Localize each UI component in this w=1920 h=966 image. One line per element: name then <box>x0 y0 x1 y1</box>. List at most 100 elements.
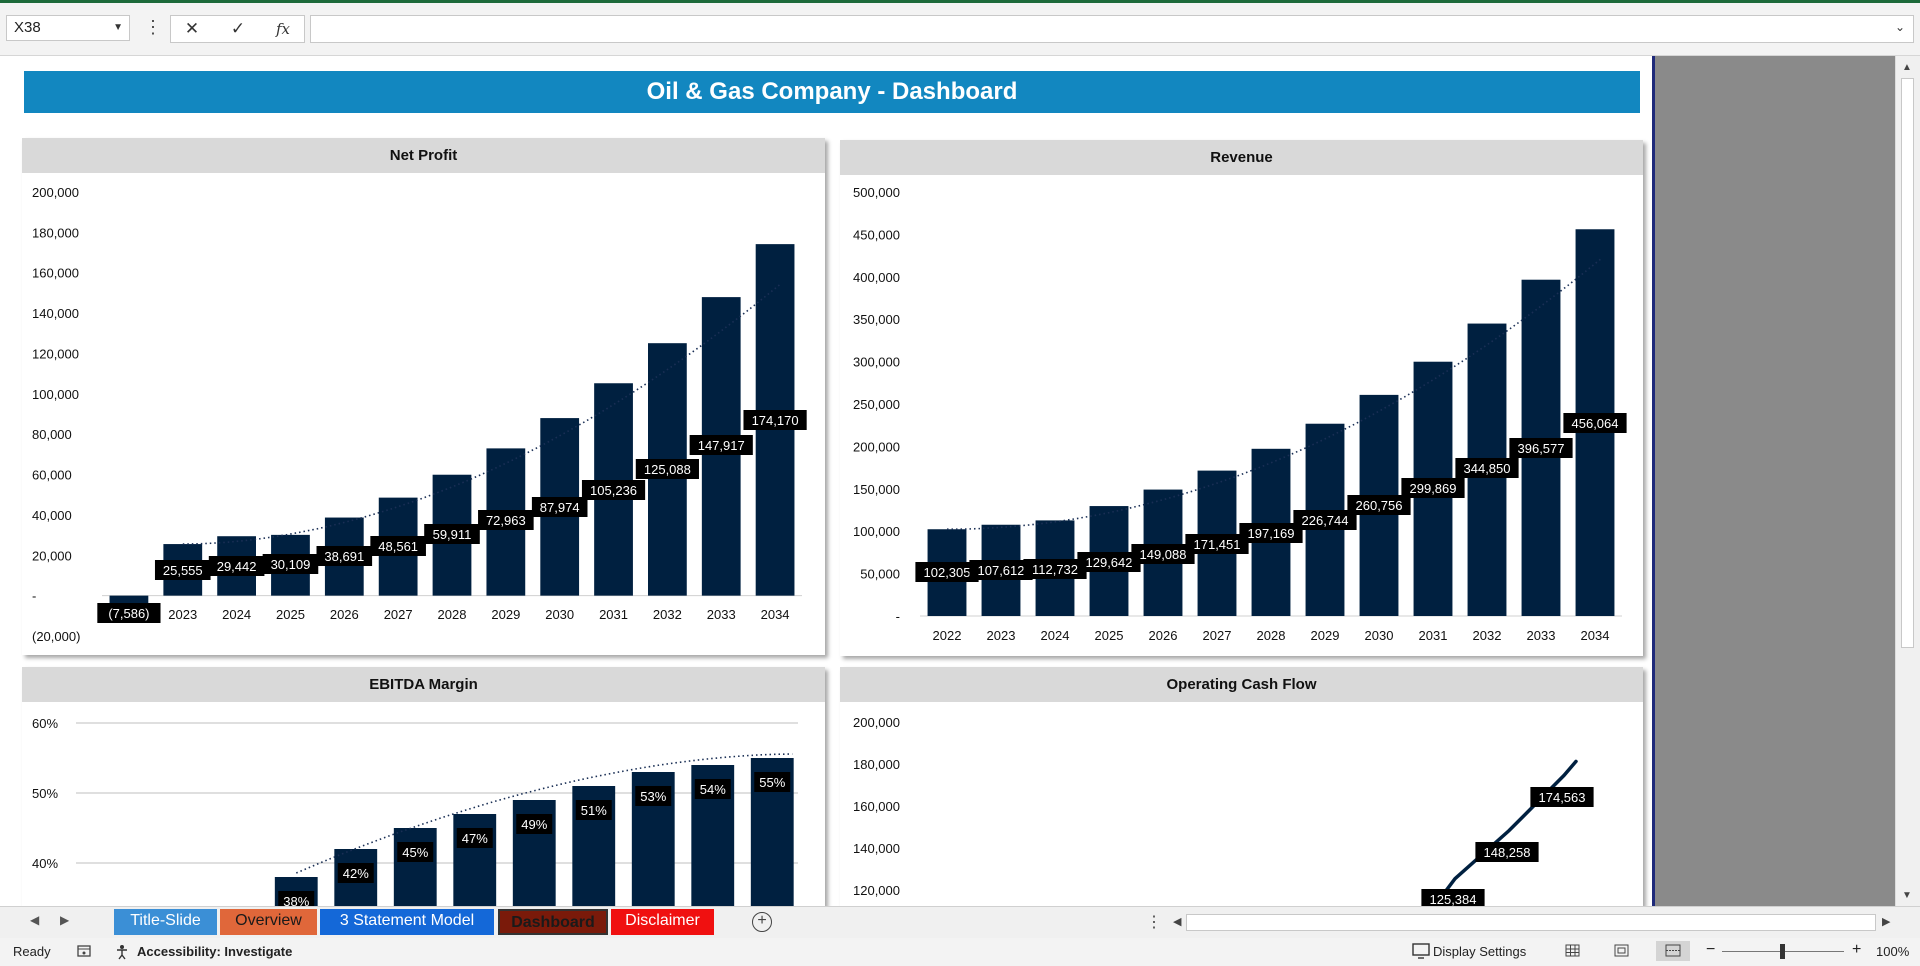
next-sheet-icon[interactable]: ▶ <box>60 913 70 927</box>
y-tick-label: 500,000 <box>853 185 900 200</box>
data-label: 107,612 <box>978 563 1025 578</box>
data-label-box <box>635 459 699 479</box>
data-label-box <box>516 814 553 834</box>
zoom-level[interactable]: 100% <box>1876 944 1910 959</box>
x-tick-label: 2026 <box>1149 628 1178 643</box>
scroll-thumb[interactable] <box>1186 914 1876 931</box>
y-tick-label: 200,000 <box>853 439 900 454</box>
y-tick-label: 60,000 <box>32 468 72 483</box>
y-tick-label: 300,000 <box>853 355 900 370</box>
trendline <box>182 283 782 545</box>
x-tick-label: 2023 <box>168 607 197 622</box>
ebitda-margin-chart[interactable]: EBITDA Margin 60% 50% 40% 38% 42% 45% 47% 49% 51… <box>22 667 825 906</box>
data-label: 59,911 <box>433 527 472 542</box>
data-label-box <box>575 800 612 820</box>
prev-sheet-icon[interactable]: ◀ <box>30 913 40 927</box>
chevron-down-icon[interactable]: ▼ <box>113 22 123 33</box>
scroll-thumb[interactable] <box>1901 78 1914 648</box>
tab-overview[interactable]: Overview <box>220 909 317 935</box>
revenue-plot: 500,000 450,000 400,000 350,000 300,000 250,0… <box>853 185 1627 643</box>
tab-dashboard[interactable]: Dashboard <box>498 909 608 935</box>
data-label: 226,744 <box>1302 513 1349 528</box>
data-label: 197,169 <box>1248 526 1295 541</box>
formula-buttons: ✕ ✓ fx <box>170 15 305 43</box>
data-label: 102,305 <box>924 565 971 580</box>
formula-input[interactable]: ⌄ <box>310 15 1914 43</box>
accessibility-status[interactable]: Accessibility: Investigate <box>137 944 293 959</box>
y-tick-label: 50,000 <box>860 567 900 582</box>
page-layout-view-icon[interactable] <box>1614 944 1630 961</box>
chart-title: Net Profit <box>22 138 825 173</box>
data-label-box <box>1530 787 1594 807</box>
display-settings[interactable]: Display Settings <box>1433 944 1527 959</box>
x-tick-label: 2033 <box>707 607 736 622</box>
data-label: 174,170 <box>752 413 799 428</box>
data-label: 53% <box>640 789 666 804</box>
data-label: 42% <box>343 866 369 881</box>
x-tick-label: 2034 <box>1581 628 1610 643</box>
accessibility-icon[interactable] <box>114 943 132 964</box>
chevron-down-icon[interactable]: ⌄ <box>1894 20 1905 34</box>
enter-icon[interactable]: ✓ <box>230 19 246 38</box>
more-options-icon[interactable]: ⋮ <box>1146 914 1162 931</box>
vertical-scrollbar[interactable]: ▲ ▼ <box>1895 56 1920 906</box>
tab-title-slide[interactable]: Title-Slide <box>114 909 217 935</box>
zoom-slider-thumb[interactable] <box>1780 944 1785 959</box>
y-tick-label: 40,000 <box>32 508 72 523</box>
data-label-box <box>262 554 319 574</box>
net-profit-chart[interactable]: Net Profit 200,000 180,000 160,000 140,000 1… <box>22 138 825 655</box>
data-label: 49% <box>521 817 547 832</box>
data-label-box <box>1455 458 1519 478</box>
trendline <box>946 258 1601 530</box>
x-tick-label: 2032 <box>1473 628 1502 643</box>
normal-view-icon[interactable] <box>1565 944 1581 961</box>
page-break-view-button[interactable] <box>1656 941 1690 961</box>
display-settings-icon[interactable] <box>1412 943 1430 962</box>
data-label: 396,577 <box>1518 441 1565 456</box>
x-tick-label: 2031 <box>599 607 628 622</box>
y-tick-label: 180,000 <box>32 225 79 240</box>
name-box[interactable]: X38 ▼ <box>6 15 130 41</box>
tab-3-statement-model[interactable]: 3 Statement Model <box>320 909 494 935</box>
data-label: 174,563 <box>1539 790 1586 805</box>
scroll-down-icon[interactable]: ▼ <box>1902 890 1912 901</box>
data-label-box <box>1023 559 1087 579</box>
macro-record-icon[interactable] <box>76 943 92 962</box>
scroll-left-icon[interactable]: ◀ <box>1173 916 1182 928</box>
data-label: 149,088 <box>1140 547 1187 562</box>
zoom-in-icon[interactable]: + <box>1852 941 1862 958</box>
data-label-box <box>1185 534 1249 554</box>
y-tick-label: 60% <box>32 716 58 731</box>
x-tick-label: 2032 <box>653 607 682 622</box>
cancel-icon[interactable]: ✕ <box>184 19 200 38</box>
chart-title: Revenue <box>840 140 1643 175</box>
zoom-out-icon[interactable]: − <box>1706 941 1716 958</box>
y-tick-label: 200,000 <box>32 185 79 200</box>
data-label: 112,732 <box>1032 562 1078 577</box>
data-label-box <box>581 480 646 500</box>
tab-disclaimer[interactable]: Disclaimer <box>611 909 714 935</box>
data-label: 55% <box>759 775 785 790</box>
add-sheet-icon[interactable]: + <box>752 912 772 932</box>
horizontal-scrollbar[interactable]: ◀ ▶ <box>1170 914 1892 932</box>
y-tick-label: 20,000 <box>32 548 72 563</box>
data-label: 260,756 <box>1356 498 1403 513</box>
y-tick-label: 140,000 <box>32 306 79 321</box>
data-label-box <box>635 786 672 806</box>
data-label: 344,850 <box>1464 461 1511 476</box>
trendline <box>295 753 793 874</box>
data-label-box <box>1475 842 1539 862</box>
scroll-up-icon[interactable]: ▲ <box>1902 62 1912 73</box>
more-options-icon[interactable]: ⋮ <box>144 17 162 37</box>
scroll-right-icon[interactable]: ▶ <box>1882 916 1891 928</box>
y-tick-label: 160,000 <box>32 266 79 281</box>
revenue-chart[interactable]: Revenue 500,000 450,000 400,000 350,000 300,… <box>840 140 1643 656</box>
insert-function-icon[interactable]: fx <box>275 20 290 38</box>
operating-cash-flow-chart[interactable]: Operating Cash Flow 200,000 180,000 160,00… <box>840 667 1643 906</box>
data-label: 38,691 <box>324 549 364 564</box>
data-label-box <box>154 560 211 580</box>
y-tick-label: 40% <box>32 856 58 871</box>
sheet-tab-bar: ◀ ▶ Title-Slide Overview 3 Statement Mod… <box>0 906 1920 938</box>
chart-title: Operating Cash Flow <box>840 667 1643 702</box>
x-tick-label: 2025 <box>1095 628 1124 643</box>
